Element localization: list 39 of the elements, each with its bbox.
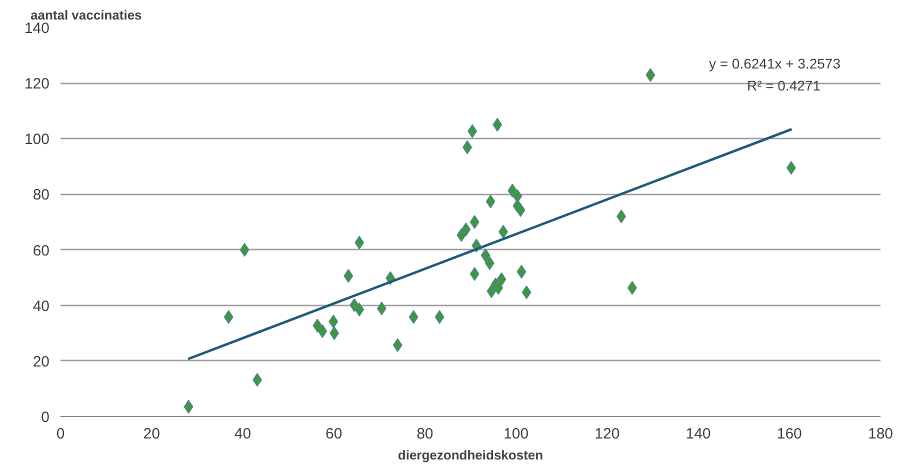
y-tick-label: 120: [24, 76, 50, 93]
point: [344, 269, 354, 283]
x-tick-label: 160: [776, 426, 802, 442]
x-tick-label: 40: [234, 426, 252, 442]
point: [508, 184, 518, 198]
y-tick-label: 80: [32, 186, 50, 204]
x-tick-label: 140: [686, 426, 711, 442]
point: [376, 302, 386, 316]
x-tick-label: 0: [56, 426, 65, 442]
y-tick-label: 20: [32, 353, 50, 370]
y-axis-title: aantal vaccinaties: [30, 8, 142, 22]
annotation: R² = 0.4271: [746, 78, 821, 94]
x-tick-label: 180: [868, 426, 894, 442]
x-tick-label: 100: [504, 426, 529, 442]
point: [328, 314, 338, 328]
x-axis-title: diergezondheidskosten: [398, 448, 544, 462]
x-tick-label: 20: [143, 426, 160, 442]
y-tick-label: 140: [24, 20, 50, 37]
x-tick-label: 120: [594, 426, 620, 442]
point: [392, 338, 402, 352]
y-tick-label: 0: [41, 409, 50, 426]
point: [224, 310, 234, 324]
y-tick-label: 100: [24, 131, 50, 148]
point: [408, 310, 418, 324]
y-tick-label: 60: [32, 242, 50, 260]
point: [434, 310, 444, 324]
x-tick-label: 60: [325, 426, 342, 442]
annotation: y = 0.6241x + 3.2573: [708, 56, 841, 72]
point: [486, 194, 496, 208]
point: [461, 222, 471, 236]
point: [470, 215, 480, 229]
point: [516, 203, 526, 217]
point: [616, 210, 626, 224]
point: [354, 236, 364, 250]
x-tick-label: 80: [416, 426, 434, 442]
y-tick-label: 40: [32, 298, 50, 315]
point: [470, 267, 480, 281]
point: [354, 302, 364, 316]
point: [646, 68, 656, 82]
